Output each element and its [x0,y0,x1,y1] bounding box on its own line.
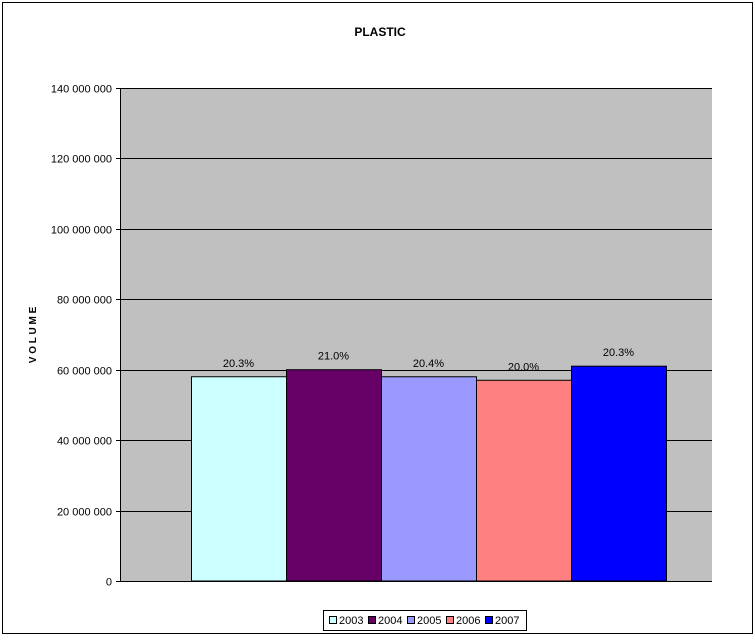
chart-title: PLASTIC [354,25,406,39]
legend-swatch-2005 [407,616,415,624]
bar-2006 [476,379,572,582]
y-tick-label: 20 000 000 [57,507,112,519]
y-axis-label: V O L U M E [28,306,39,363]
bar-2005 [381,376,477,582]
data-label-2006: 20.0% [508,361,539,373]
bar-2007 [571,365,667,582]
y-tick-label: 100 000 000 [51,225,112,237]
legend-swatch-2004 [368,616,376,624]
legend-label-2006: 2006 [456,615,480,627]
y-tick-label: 60 000 000 [57,366,112,378]
data-label-2003: 20.3% [223,358,254,370]
data-label-2007: 20.3% [603,347,634,359]
legend-box [323,610,527,631]
y-tick-label: 120 000 000 [51,154,112,166]
legend-swatch-2007 [485,616,493,624]
y-tick-label: 40 000 000 [57,436,112,448]
legend-label-2007: 2007 [495,615,519,627]
legend-swatch-2006 [446,616,454,624]
bar-2003 [191,376,287,582]
data-label-2004: 21.0% [318,351,349,363]
legend-swatch-2003 [329,616,337,624]
bar-2004 [286,369,382,582]
data-label-2005: 20.4% [413,358,444,370]
y-tick-label: 140 000 000 [51,84,112,96]
legend-label-2004: 2004 [378,615,402,627]
y-tick-label: 0 [106,577,112,589]
legend-label-2003: 2003 [339,615,363,627]
y-tick-label: 80 000 000 [57,295,112,307]
legend-label-2005: 2005 [417,615,441,627]
